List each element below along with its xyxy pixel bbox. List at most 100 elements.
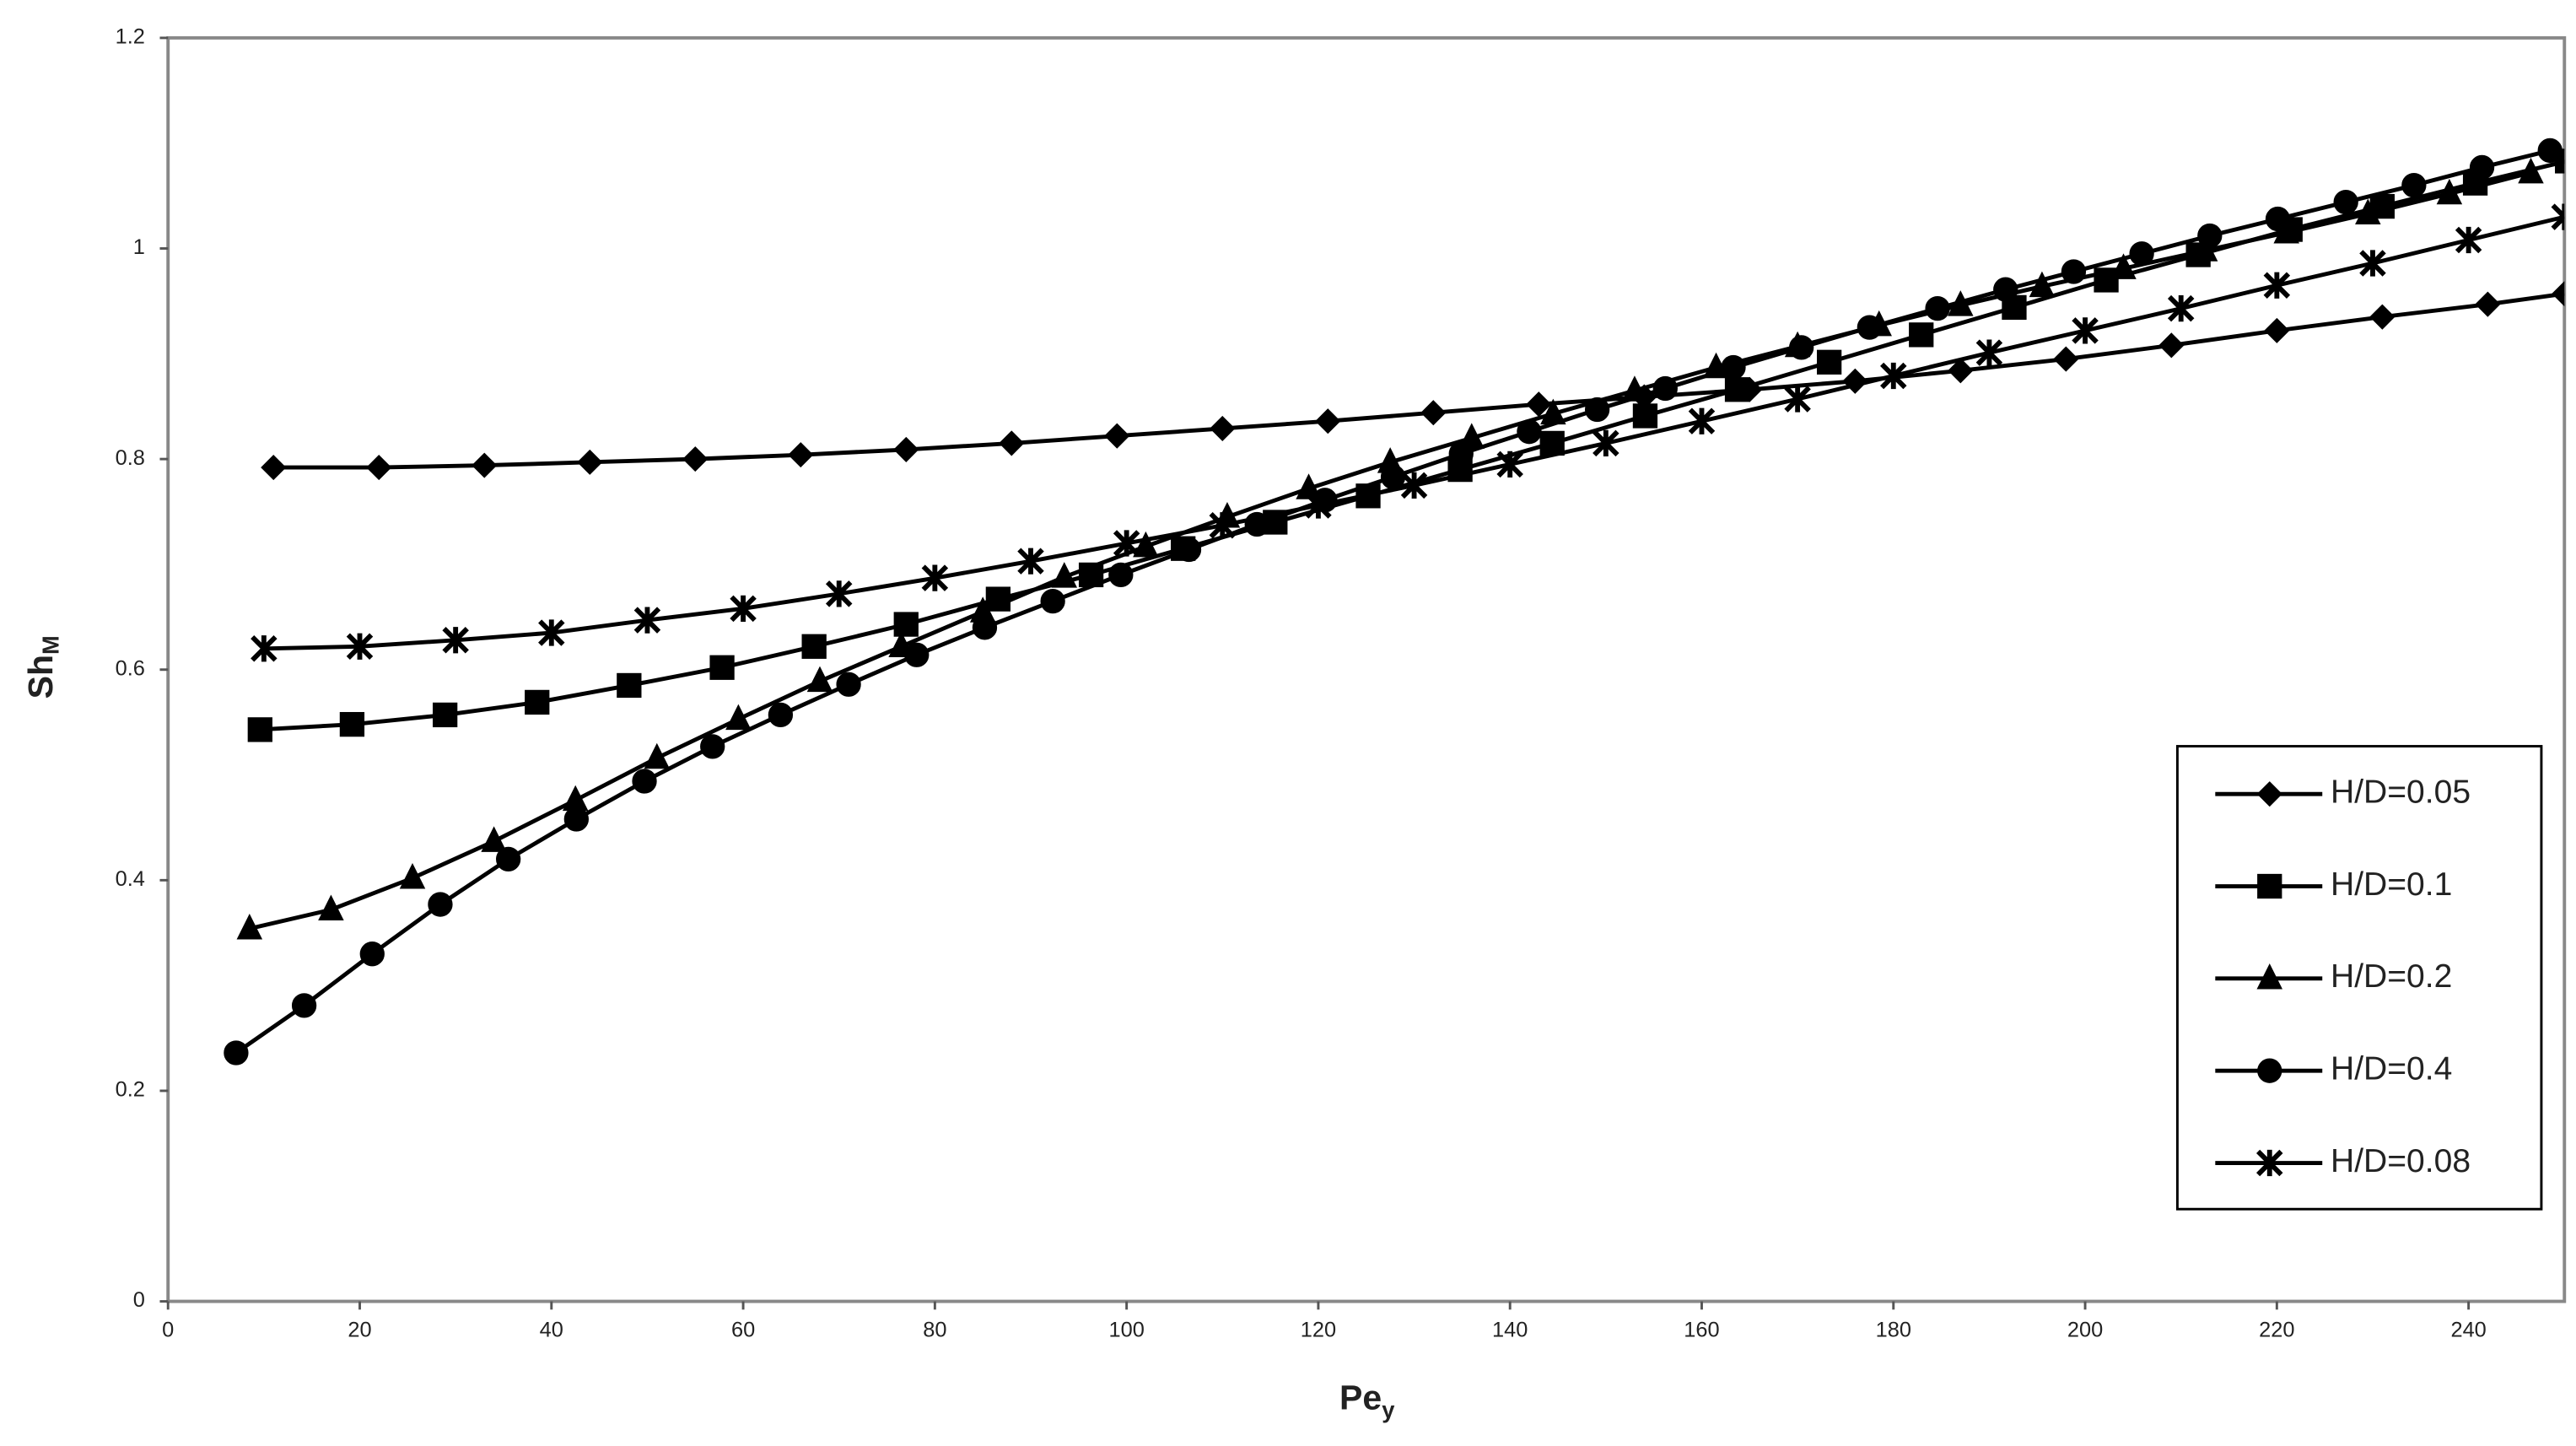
marker <box>1517 419 1542 445</box>
y-tick-label: 0.6 <box>116 656 145 680</box>
marker <box>1688 407 1716 434</box>
marker <box>2264 317 2290 343</box>
marker <box>399 863 426 889</box>
marker <box>2053 346 2079 372</box>
marker <box>2158 332 2185 359</box>
marker <box>1176 537 1202 563</box>
marker <box>1592 429 1619 457</box>
marker <box>921 564 949 591</box>
x-tick-label: 160 <box>1684 1318 1719 1341</box>
marker <box>1975 339 2003 366</box>
legend-label: H/D=0.08 <box>2331 1143 2471 1179</box>
plot <box>224 138 2565 1066</box>
x-tick-label: 80 <box>923 1318 946 1341</box>
marker <box>251 635 278 662</box>
marker <box>768 702 794 728</box>
x-tick-label: 120 <box>1301 1318 1336 1341</box>
legend-marker <box>2257 873 2282 899</box>
marker <box>1496 451 1523 478</box>
marker <box>2167 294 2195 322</box>
marker <box>893 612 919 637</box>
marker <box>1133 531 1159 558</box>
marker <box>836 672 861 697</box>
x-tick-label: 100 <box>1108 1318 1144 1341</box>
marker <box>1539 430 1565 456</box>
x-axis-label-subscript: y <box>1382 1397 1395 1423</box>
marker <box>428 892 453 917</box>
marker <box>1880 362 1907 390</box>
legend-marker <box>2257 1058 2282 1083</box>
x-tick-label: 140 <box>1492 1318 1528 1341</box>
y-tick-label: 1 <box>133 235 145 259</box>
marker <box>2359 250 2386 277</box>
legend: H/D=0.05 H/D=0.1 H/D=0.2 H/D=0.4 H/D=0.08 <box>2175 745 2543 1211</box>
marker <box>2333 189 2358 215</box>
marker <box>1315 408 1341 434</box>
marker <box>1789 335 1814 360</box>
x-axis-label: Pey <box>1339 1379 1395 1423</box>
legend-marker <box>2256 963 2283 990</box>
legend-marker <box>2256 1149 2283 1177</box>
marker <box>1380 464 1406 489</box>
marker <box>346 633 374 661</box>
x-tick-label: 0 <box>162 1318 174 1341</box>
marker <box>481 826 507 852</box>
marker <box>725 704 752 731</box>
marker <box>806 666 833 693</box>
marker <box>224 1040 249 1066</box>
legend-label: H/D=0.4 <box>2331 1051 2452 1087</box>
y-tick-label: 0.2 <box>116 1078 145 1102</box>
legend-label: H/D=0.2 <box>2331 958 2452 995</box>
marker <box>2129 241 2154 267</box>
marker <box>904 642 930 667</box>
marker <box>2537 138 2563 164</box>
marker <box>577 449 603 475</box>
marker <box>2061 259 2087 284</box>
marker <box>2265 206 2291 232</box>
marker <box>1857 315 1883 340</box>
x-tick-label: 200 <box>2067 1318 2103 1341</box>
marker <box>1784 386 1811 413</box>
x-tick-label: 60 <box>731 1318 755 1341</box>
marker <box>2369 304 2395 330</box>
marker <box>2475 291 2501 317</box>
marker <box>1816 349 1842 375</box>
marker <box>2355 198 2381 225</box>
marker <box>525 689 550 715</box>
x-tick-label: 20 <box>348 1318 371 1341</box>
marker <box>1305 492 1332 519</box>
marker <box>2110 253 2137 279</box>
marker <box>1632 403 1658 429</box>
marker <box>2273 217 2299 244</box>
marker <box>2263 272 2291 299</box>
y-tick-label: 0.8 <box>116 446 145 470</box>
marker <box>1652 375 1678 402</box>
y-tick-label: 0 <box>133 1288 145 1312</box>
marker <box>2551 203 2565 230</box>
marker <box>1584 397 1610 423</box>
marker <box>433 702 458 728</box>
marker <box>1108 562 1134 588</box>
marker <box>236 913 263 940</box>
legend-marker <box>2256 781 2282 807</box>
marker <box>2518 157 2544 184</box>
marker <box>2401 172 2427 198</box>
marker <box>359 942 385 967</box>
marker <box>1040 588 1065 614</box>
marker <box>893 436 919 462</box>
x-tick-label: 180 <box>1876 1318 1911 1341</box>
marker <box>318 894 344 920</box>
marker <box>1104 423 1130 449</box>
marker <box>1113 530 1140 557</box>
marker <box>1051 562 1078 588</box>
y-tick-label: 1.2 <box>116 25 145 49</box>
marker <box>617 672 642 699</box>
marker <box>644 742 671 769</box>
marker <box>700 734 725 759</box>
legend-label: H/D=0.05 <box>2331 774 2471 810</box>
marker <box>730 595 757 623</box>
marker <box>2455 226 2482 254</box>
marker <box>633 607 661 634</box>
marker <box>1925 296 1950 321</box>
marker <box>1448 441 1474 467</box>
